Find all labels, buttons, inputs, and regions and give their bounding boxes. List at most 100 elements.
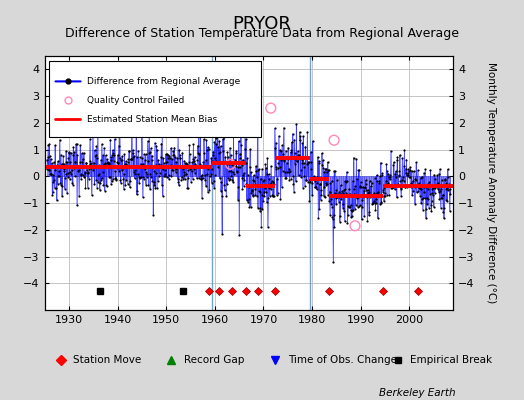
Point xyxy=(276,147,284,153)
Point xyxy=(93,184,101,191)
Point xyxy=(299,160,308,166)
Point xyxy=(204,146,213,152)
Point xyxy=(390,186,399,192)
Point xyxy=(411,177,420,184)
Point xyxy=(361,185,369,191)
Point xyxy=(231,163,239,170)
Point xyxy=(205,187,213,194)
Point xyxy=(343,178,351,185)
Point xyxy=(423,201,431,208)
Point xyxy=(411,201,419,207)
Point xyxy=(436,188,444,194)
Point xyxy=(107,178,116,184)
Point xyxy=(181,176,189,182)
Text: Estimated Station Mean Bias: Estimated Station Mean Bias xyxy=(88,115,217,124)
Point xyxy=(359,184,367,190)
Point xyxy=(433,172,442,179)
Point xyxy=(157,154,165,160)
Point xyxy=(340,187,348,194)
Point xyxy=(79,172,87,178)
Point xyxy=(277,184,286,190)
Point xyxy=(118,165,127,171)
Point xyxy=(437,195,445,202)
Point xyxy=(409,183,418,189)
Point xyxy=(223,181,231,187)
Point xyxy=(262,165,270,171)
Point xyxy=(429,185,438,191)
Point xyxy=(274,189,282,196)
Point xyxy=(58,161,66,167)
Point xyxy=(265,185,273,192)
Point xyxy=(374,215,382,222)
Point xyxy=(266,186,275,192)
Point xyxy=(163,152,172,158)
Point xyxy=(385,174,394,180)
Point xyxy=(326,212,334,218)
Point xyxy=(191,160,200,167)
Point xyxy=(352,202,360,208)
Point xyxy=(347,207,356,213)
Point xyxy=(352,156,361,162)
Point xyxy=(384,182,392,188)
Point xyxy=(227,168,235,175)
Point xyxy=(201,177,209,183)
Point xyxy=(397,193,405,199)
Point xyxy=(273,175,281,182)
Point xyxy=(415,180,423,186)
Point xyxy=(428,186,436,192)
Point xyxy=(56,136,64,143)
Point xyxy=(155,172,163,179)
Point xyxy=(252,163,260,169)
Point xyxy=(373,172,381,178)
Point xyxy=(446,191,455,197)
Point xyxy=(393,157,401,164)
Point xyxy=(213,132,222,138)
Point xyxy=(324,167,333,173)
Point xyxy=(299,185,307,191)
Point xyxy=(337,191,345,197)
Point xyxy=(285,169,293,176)
Point xyxy=(439,192,447,198)
Point xyxy=(98,175,106,182)
Point xyxy=(430,204,438,210)
Point xyxy=(166,155,174,161)
Point xyxy=(405,174,413,180)
Point xyxy=(315,206,324,213)
Point xyxy=(420,189,429,196)
Point xyxy=(197,176,205,182)
Point xyxy=(148,177,157,184)
Point xyxy=(288,130,297,137)
Point xyxy=(350,186,358,192)
Point xyxy=(152,142,161,149)
Point xyxy=(135,174,144,181)
Point xyxy=(212,158,220,164)
Point xyxy=(275,154,283,161)
Point xyxy=(263,171,271,177)
Point xyxy=(314,154,322,160)
Point xyxy=(376,172,385,179)
Point xyxy=(395,172,403,179)
Point xyxy=(154,178,162,184)
Point xyxy=(426,167,434,173)
Point xyxy=(357,216,366,223)
Point xyxy=(260,185,269,191)
Point xyxy=(167,145,175,151)
Point xyxy=(441,180,450,186)
Point xyxy=(249,172,258,179)
Point xyxy=(145,148,154,155)
Point xyxy=(269,179,278,185)
Point xyxy=(242,136,250,142)
Point xyxy=(212,141,221,147)
Point xyxy=(247,190,256,196)
Point xyxy=(381,181,390,187)
Point xyxy=(310,178,319,184)
Point xyxy=(287,176,295,182)
Point xyxy=(371,175,379,181)
Point xyxy=(392,194,401,200)
Point xyxy=(43,154,52,161)
Point xyxy=(73,202,81,209)
Point xyxy=(234,197,242,203)
Point xyxy=(328,214,336,220)
Point xyxy=(77,171,85,178)
Point xyxy=(114,164,123,170)
